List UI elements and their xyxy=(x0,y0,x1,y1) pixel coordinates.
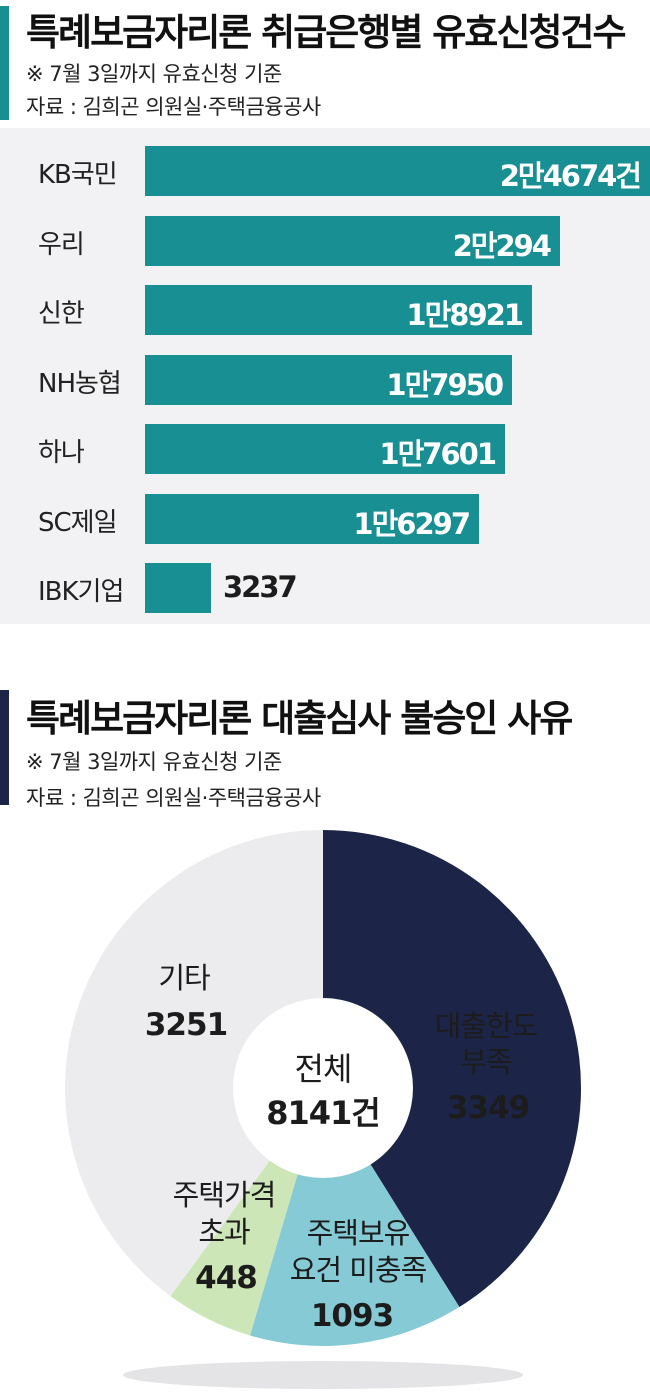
slice-label: 대출한도 xyxy=(435,1009,538,1043)
bar xyxy=(145,215,560,266)
bar xyxy=(145,424,505,474)
bar-chart-note: ※ 7월 3일까지 유효신청 기준 xyxy=(26,62,282,86)
bar-chart-title: 특례보금자리론 취급은행별 유효신청건수 xyxy=(26,11,626,54)
bar xyxy=(145,146,650,196)
bar xyxy=(145,285,532,335)
donut-slice xyxy=(250,1088,460,1346)
bar-value-label: 1만7601 xyxy=(379,437,497,471)
bar-row: KB국민 2만4674건 xyxy=(0,144,650,200)
slice-label: 기타 xyxy=(158,961,210,995)
bar-chart-source: 자료 : 김희곤 의원실·주택금융공사 xyxy=(26,95,321,119)
slice-value: 448 xyxy=(195,1260,257,1296)
slice-label: 주택보유 xyxy=(307,1216,410,1250)
bar-row: IBK기업 3237 xyxy=(0,561,650,617)
donut-slice xyxy=(65,830,324,1297)
donut-center-total: 8141건 xyxy=(266,1094,380,1132)
slice-label: 부족 xyxy=(460,1045,512,1079)
slice-value: 3251 xyxy=(145,1007,227,1043)
bar-category-label: KB국민 xyxy=(38,160,118,190)
bar-value-label: 1만6297 xyxy=(353,506,471,541)
bar-value-label: 2만294 xyxy=(452,228,552,263)
bar-row: 신한 1만8921 xyxy=(0,283,650,339)
donut-shadow xyxy=(123,1361,523,1389)
donut-center-title: 전체 xyxy=(295,1050,352,1088)
pie-chart-title: 특례보금자리론 대출심사 불승인 사유 xyxy=(26,697,573,740)
pie-section-accent xyxy=(0,690,9,805)
slice-label: 주택가격 xyxy=(173,1178,276,1212)
pie-chart-source: 자료 : 김희곤 의원실·주택금융공사 xyxy=(26,786,321,810)
bar xyxy=(145,493,479,544)
slice-value: 3349 xyxy=(447,1090,529,1126)
slice-value: 1093 xyxy=(311,1298,393,1334)
bar xyxy=(145,354,512,405)
slice-label: 초과 xyxy=(198,1215,250,1249)
bar-category-label: SC제일 xyxy=(38,507,117,538)
bar-row: 하나 1만7601 xyxy=(0,422,650,478)
bar-section-accent xyxy=(0,6,9,120)
bar-value-label: 1만8921 xyxy=(406,298,524,332)
slice-label: 요건 미충족 xyxy=(290,1253,427,1287)
bar xyxy=(145,563,211,613)
bar-category-label: 우리 xyxy=(38,229,85,260)
bar-row: SC제일 1만6297 xyxy=(0,492,650,548)
bar-category-label: 신한 xyxy=(38,299,85,329)
bar-row: NH농협 1만7950 xyxy=(0,353,650,409)
bar-value-label: 2만4674건 xyxy=(499,159,642,193)
bar-value-label: 3237 xyxy=(223,570,298,604)
donut-hole xyxy=(233,998,413,1178)
bar-category-label: IBK기업 xyxy=(38,577,124,607)
bar-category-label: 하나 xyxy=(38,438,85,468)
bar-category-label: NH농협 xyxy=(38,368,122,399)
donut-slice xyxy=(323,830,582,1308)
bar-value-label: 1만7950 xyxy=(386,367,504,402)
bar-row: 우리 2만294 xyxy=(0,214,650,270)
pie-chart-note: ※ 7월 3일까지 유효신청 기준 xyxy=(26,750,282,774)
